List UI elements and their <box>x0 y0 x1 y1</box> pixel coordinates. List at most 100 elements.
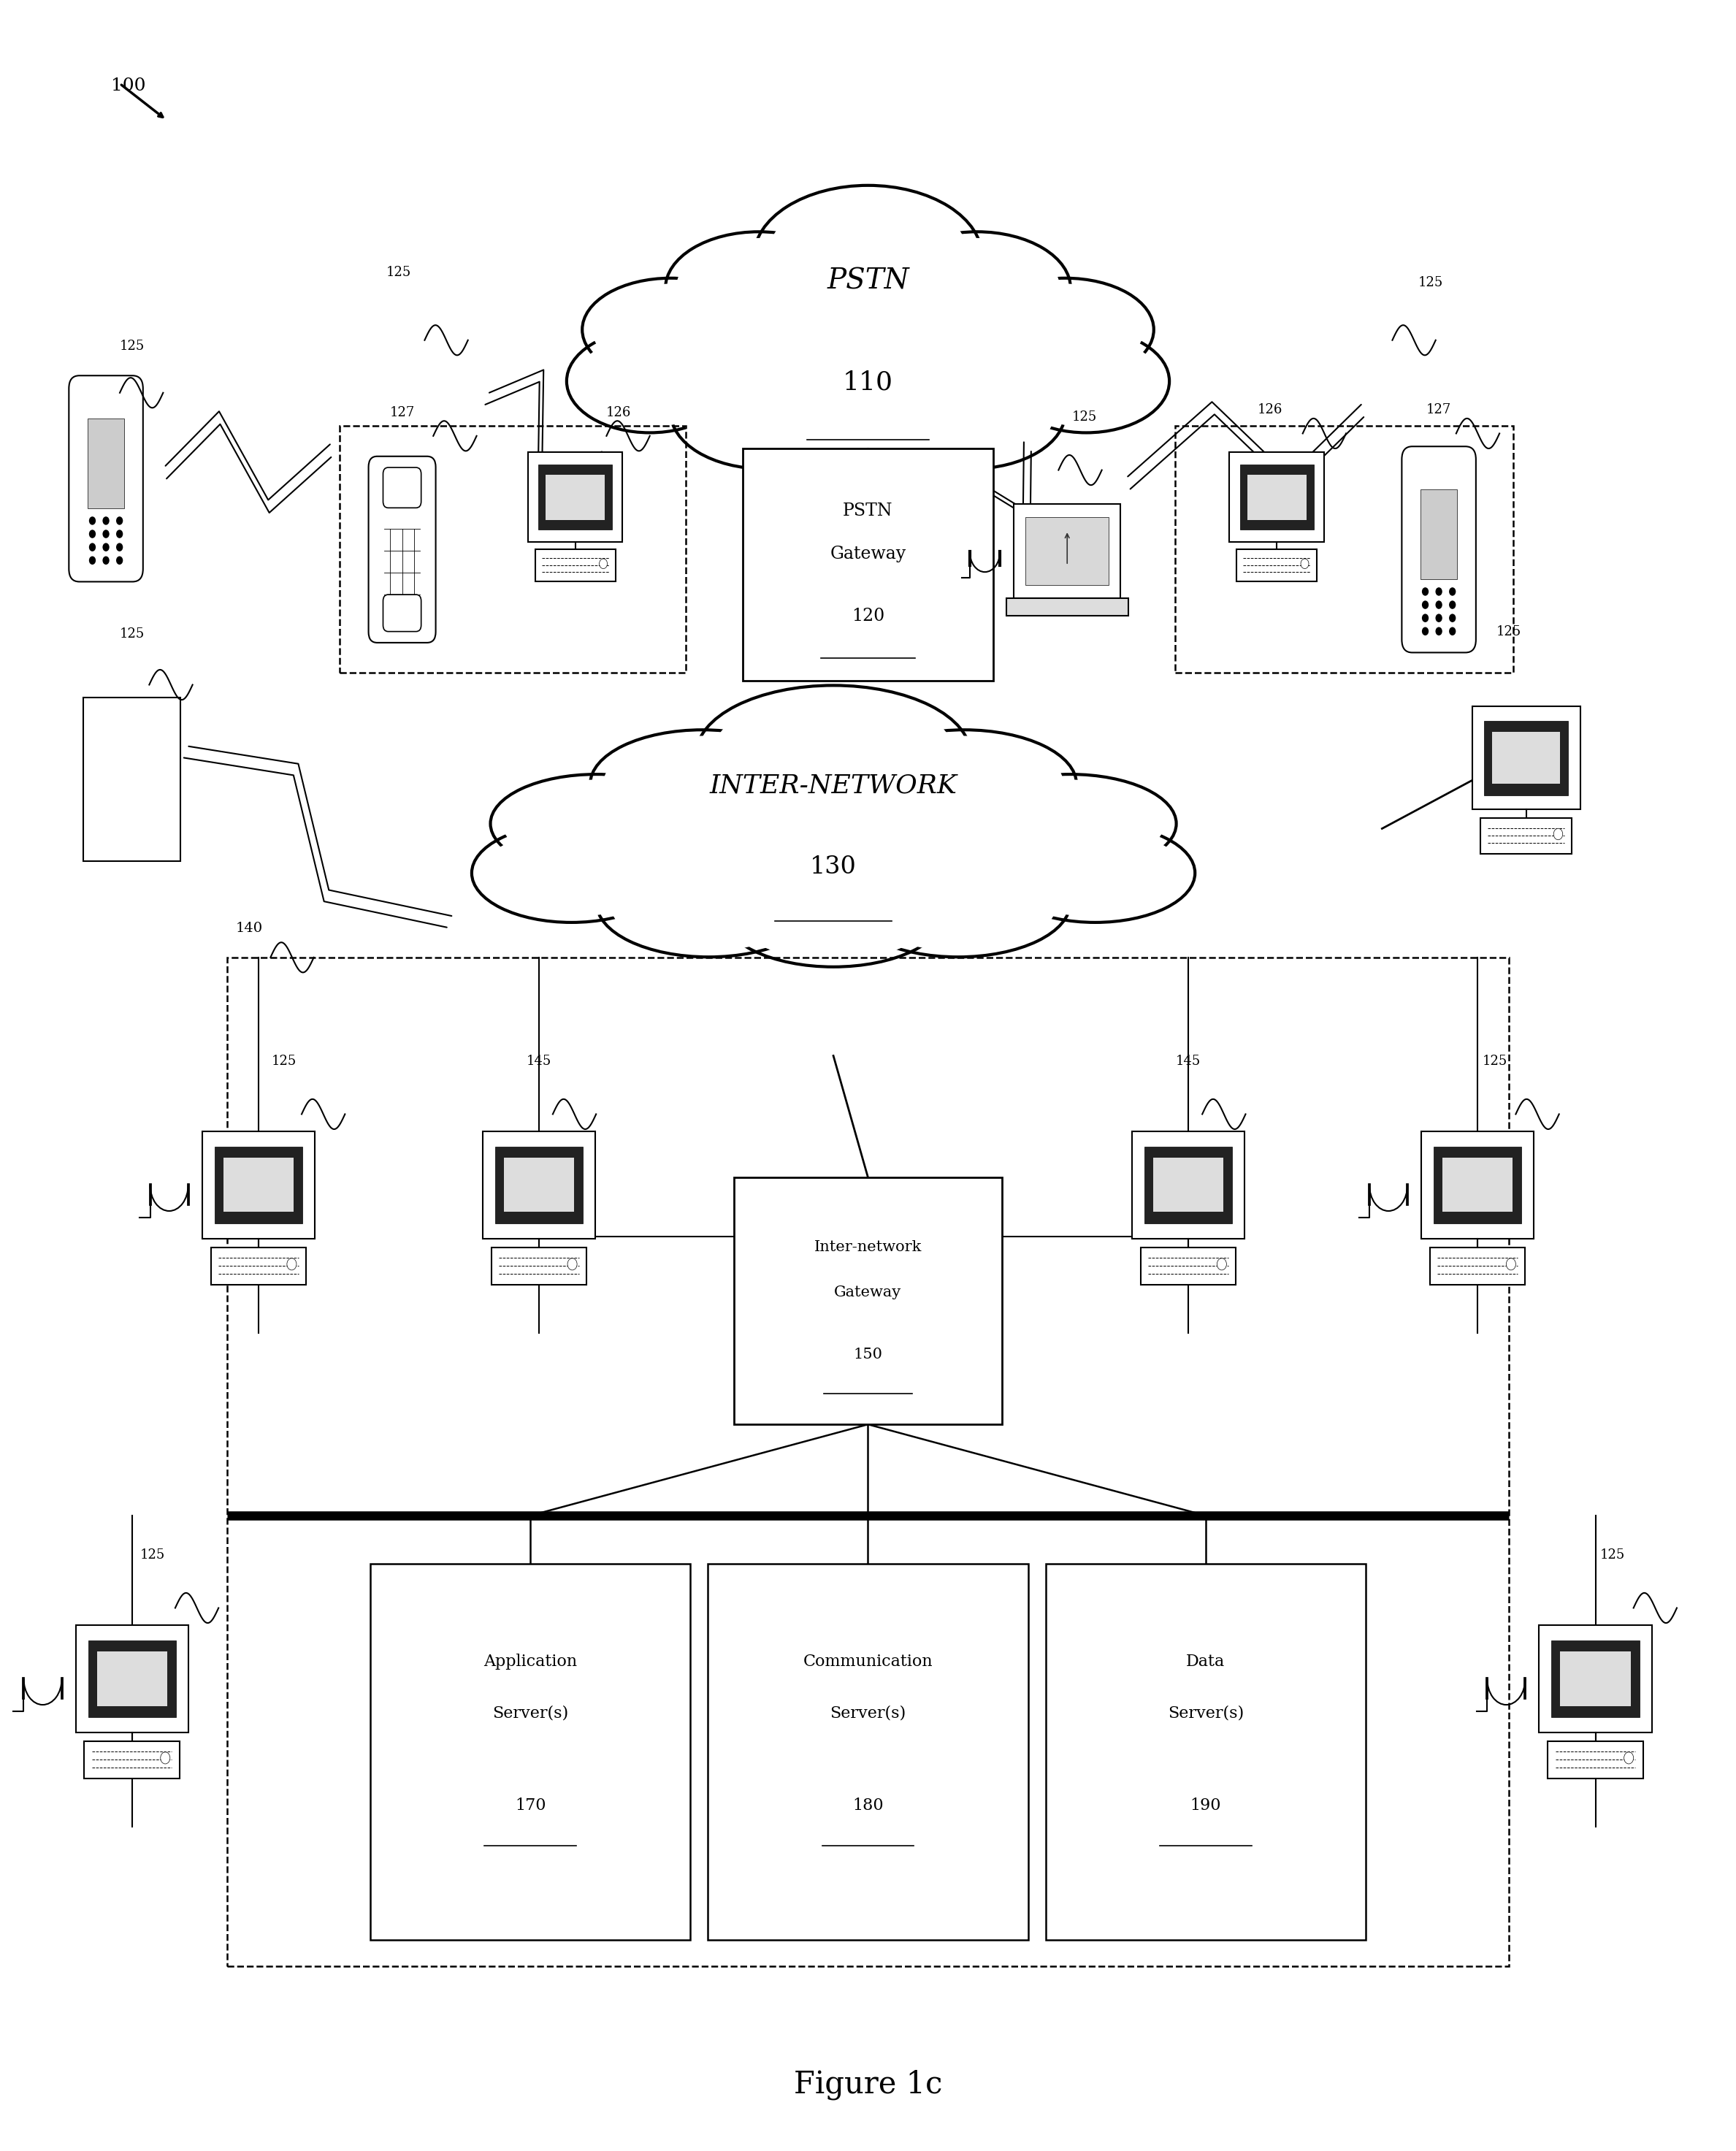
Ellipse shape <box>686 226 1050 443</box>
Bar <box>1153 1157 1224 1211</box>
Ellipse shape <box>597 847 821 957</box>
Text: 125: 125 <box>120 628 144 641</box>
FancyBboxPatch shape <box>384 467 422 508</box>
Bar <box>528 452 623 542</box>
Circle shape <box>1436 600 1443 609</box>
Bar <box>87 419 125 508</box>
Text: 126: 126 <box>1257 404 1283 417</box>
Ellipse shape <box>734 865 932 959</box>
Text: 150: 150 <box>854 1349 882 1362</box>
Text: 145: 145 <box>1175 1054 1201 1067</box>
Ellipse shape <box>582 277 759 381</box>
Text: Inter-network: Inter-network <box>814 1241 922 1254</box>
Text: 125: 125 <box>1496 626 1521 639</box>
Bar <box>1141 1248 1236 1284</box>
Bar <box>1443 1157 1512 1211</box>
Ellipse shape <box>753 185 983 329</box>
Ellipse shape <box>977 277 1154 381</box>
Circle shape <box>116 529 123 538</box>
Ellipse shape <box>609 854 807 951</box>
Circle shape <box>1436 613 1443 622</box>
Bar <box>1540 1626 1651 1732</box>
Ellipse shape <box>503 781 689 867</box>
Bar <box>734 1177 1002 1424</box>
Bar <box>1481 817 1571 854</box>
Text: 125: 125 <box>120 340 144 353</box>
Circle shape <box>102 516 109 525</box>
Bar <box>708 1564 1028 1940</box>
Bar <box>1561 1652 1630 1706</box>
Bar <box>210 1248 306 1284</box>
Bar <box>1236 549 1316 581</box>
Bar <box>85 1740 179 1779</box>
Text: 110: 110 <box>842 370 894 394</box>
Text: 125: 125 <box>273 1054 297 1067</box>
Circle shape <box>1450 600 1457 609</box>
Ellipse shape <box>665 232 852 344</box>
Circle shape <box>116 516 123 525</box>
Text: 125: 125 <box>1601 1549 1625 1562</box>
Ellipse shape <box>641 738 1026 921</box>
Bar <box>1484 721 1568 796</box>
Text: 120: 120 <box>851 607 885 624</box>
Text: 125: 125 <box>385 265 411 280</box>
Circle shape <box>89 542 95 551</box>
Ellipse shape <box>884 232 1071 344</box>
Bar <box>495 1146 583 1224</box>
Text: 190: 190 <box>1191 1798 1220 1813</box>
Bar <box>1240 465 1314 529</box>
Ellipse shape <box>859 854 1057 951</box>
Ellipse shape <box>604 736 802 832</box>
Bar <box>83 697 181 860</box>
Text: 180: 180 <box>852 1798 884 1813</box>
Circle shape <box>1422 600 1429 609</box>
Ellipse shape <box>566 329 733 432</box>
Ellipse shape <box>491 774 703 873</box>
Ellipse shape <box>774 366 962 480</box>
Text: 140: 140 <box>236 921 262 934</box>
Circle shape <box>1217 1258 1227 1269</box>
FancyBboxPatch shape <box>384 594 422 632</box>
Bar <box>224 1157 293 1211</box>
Circle shape <box>160 1753 170 1764</box>
Bar <box>340 426 686 673</box>
Ellipse shape <box>670 355 858 469</box>
Text: 100: 100 <box>111 77 146 95</box>
Text: 170: 170 <box>516 1798 545 1813</box>
Bar <box>76 1626 187 1732</box>
Text: 125: 125 <box>141 1549 165 1562</box>
Ellipse shape <box>963 774 1177 873</box>
Circle shape <box>102 529 109 538</box>
Circle shape <box>1422 628 1429 635</box>
Text: Gateway: Gateway <box>835 1286 901 1299</box>
Ellipse shape <box>977 781 1163 867</box>
Text: 145: 145 <box>526 1054 552 1067</box>
Circle shape <box>1554 828 1562 839</box>
Ellipse shape <box>696 686 970 824</box>
Bar <box>370 1564 691 1940</box>
FancyBboxPatch shape <box>69 376 142 581</box>
Circle shape <box>1422 613 1429 622</box>
Ellipse shape <box>682 361 847 462</box>
FancyBboxPatch shape <box>1401 447 1476 652</box>
Bar <box>1430 1248 1526 1284</box>
FancyBboxPatch shape <box>368 456 436 643</box>
Circle shape <box>1507 1258 1516 1269</box>
Circle shape <box>1623 1753 1634 1764</box>
Bar <box>1549 1740 1642 1779</box>
Bar <box>201 1131 314 1239</box>
Text: Server(s): Server(s) <box>830 1706 906 1721</box>
Bar <box>483 1131 595 1239</box>
Bar <box>1045 1564 1366 1940</box>
Ellipse shape <box>995 824 1194 923</box>
Circle shape <box>89 516 95 525</box>
Bar <box>1229 452 1325 542</box>
Text: 126: 126 <box>606 407 632 419</box>
Circle shape <box>1436 628 1443 635</box>
Text: 130: 130 <box>811 856 856 880</box>
Circle shape <box>1300 559 1309 568</box>
Text: Figure 1c: Figure 1c <box>793 2069 943 2099</box>
Bar <box>1132 1131 1245 1239</box>
Text: 127: 127 <box>389 407 415 419</box>
Text: Server(s): Server(s) <box>493 1706 568 1721</box>
